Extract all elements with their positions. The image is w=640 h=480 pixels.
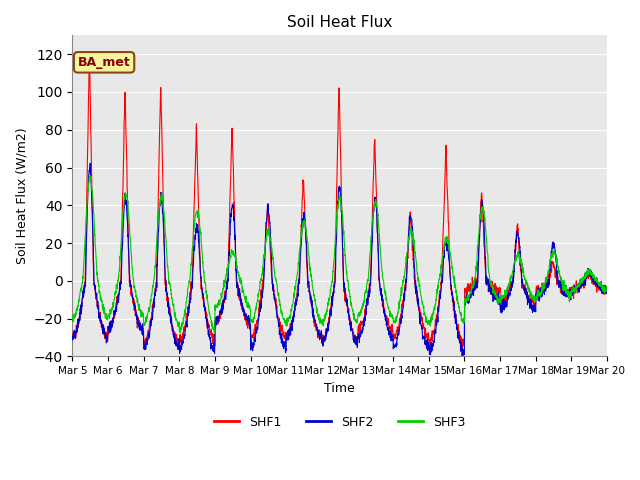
SHF1	[356, 329, 364, 335]
Line: SHF2: SHF2	[72, 163, 607, 357]
Line: SHF3: SHF3	[72, 176, 607, 333]
SHF2	[458, 354, 466, 360]
SHF3	[603, 286, 611, 291]
Line: SHF1: SHF1	[72, 61, 607, 349]
SHF1	[572, 284, 579, 290]
SHF2	[68, 334, 76, 339]
SHF2	[355, 331, 363, 336]
SHF3	[68, 317, 76, 323]
SHF1	[218, 305, 226, 311]
SHF2	[572, 288, 579, 294]
SHF3	[556, 273, 564, 279]
SHF1	[68, 333, 76, 339]
SHF1	[86, 58, 93, 64]
SHF3	[367, 234, 375, 240]
SHF1	[175, 346, 183, 352]
X-axis label: Time: Time	[324, 382, 355, 395]
Y-axis label: Soil Heat Flux (W/m2): Soil Heat Flux (W/m2)	[15, 128, 28, 264]
SHF1	[367, 259, 375, 264]
SHF3	[87, 173, 95, 179]
Text: BA_met: BA_met	[77, 56, 131, 69]
SHF2	[556, 279, 564, 285]
SHF3	[495, 298, 503, 304]
Title: Soil Heat Flux: Soil Heat Flux	[287, 15, 392, 30]
SHF2	[367, 276, 374, 282]
SHF2	[218, 312, 225, 317]
SHF1	[556, 279, 564, 285]
Legend: SHF1, SHF2, SHF3: SHF1, SHF2, SHF3	[209, 411, 471, 434]
SHF1	[603, 286, 611, 291]
SHF2	[603, 285, 611, 290]
SHF1	[495, 290, 503, 296]
SHF3	[572, 287, 579, 292]
SHF2	[495, 297, 503, 303]
SHF3	[218, 291, 226, 297]
SHF2	[86, 160, 94, 166]
SHF3	[356, 313, 364, 319]
SHF3	[211, 330, 218, 336]
